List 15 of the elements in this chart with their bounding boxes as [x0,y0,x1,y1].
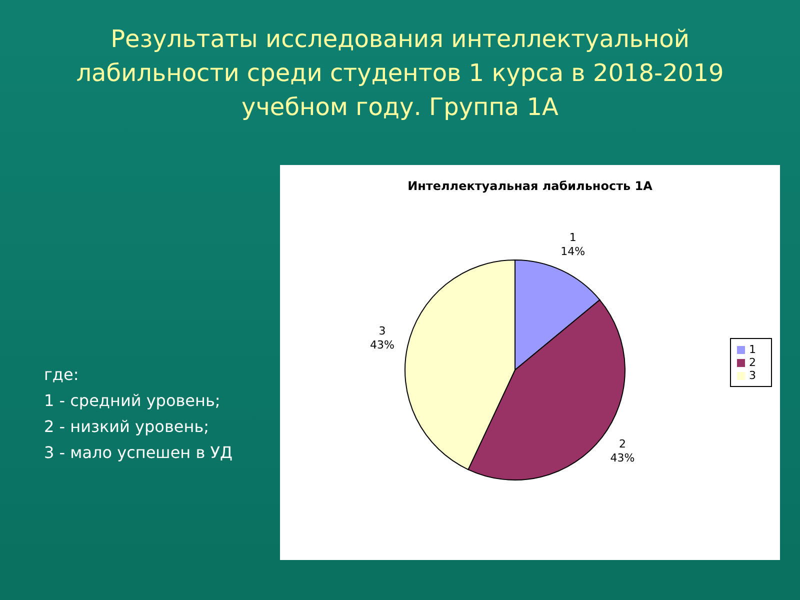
text: где: [44,364,80,386]
legend-label: 3 [749,369,756,382]
slice-label: 3 [378,324,386,338]
slice-label: 2 [618,437,626,450]
legend-label: 2 [749,356,756,369]
text: 1 - средний уровень; [44,390,222,412]
chart-title: Результаты исследования интеллектуальной лабильности среди студентов 1 курса в 2018-2019 учебном году. Группа 1А [75,24,725,123]
data-label: 14% [560,244,586,258]
slice-label: 1 [569,230,576,244]
text: 3 - мало успешен в УД [44,442,232,464]
data-label: 43% [370,338,394,352]
text: 2 - низкий уровень; [44,416,210,438]
data-label: 43% [610,451,635,464]
chart-subtitle: Интеллектуальная лабильность 1А [406,179,654,193]
legend-label: 1 [749,343,756,356]
